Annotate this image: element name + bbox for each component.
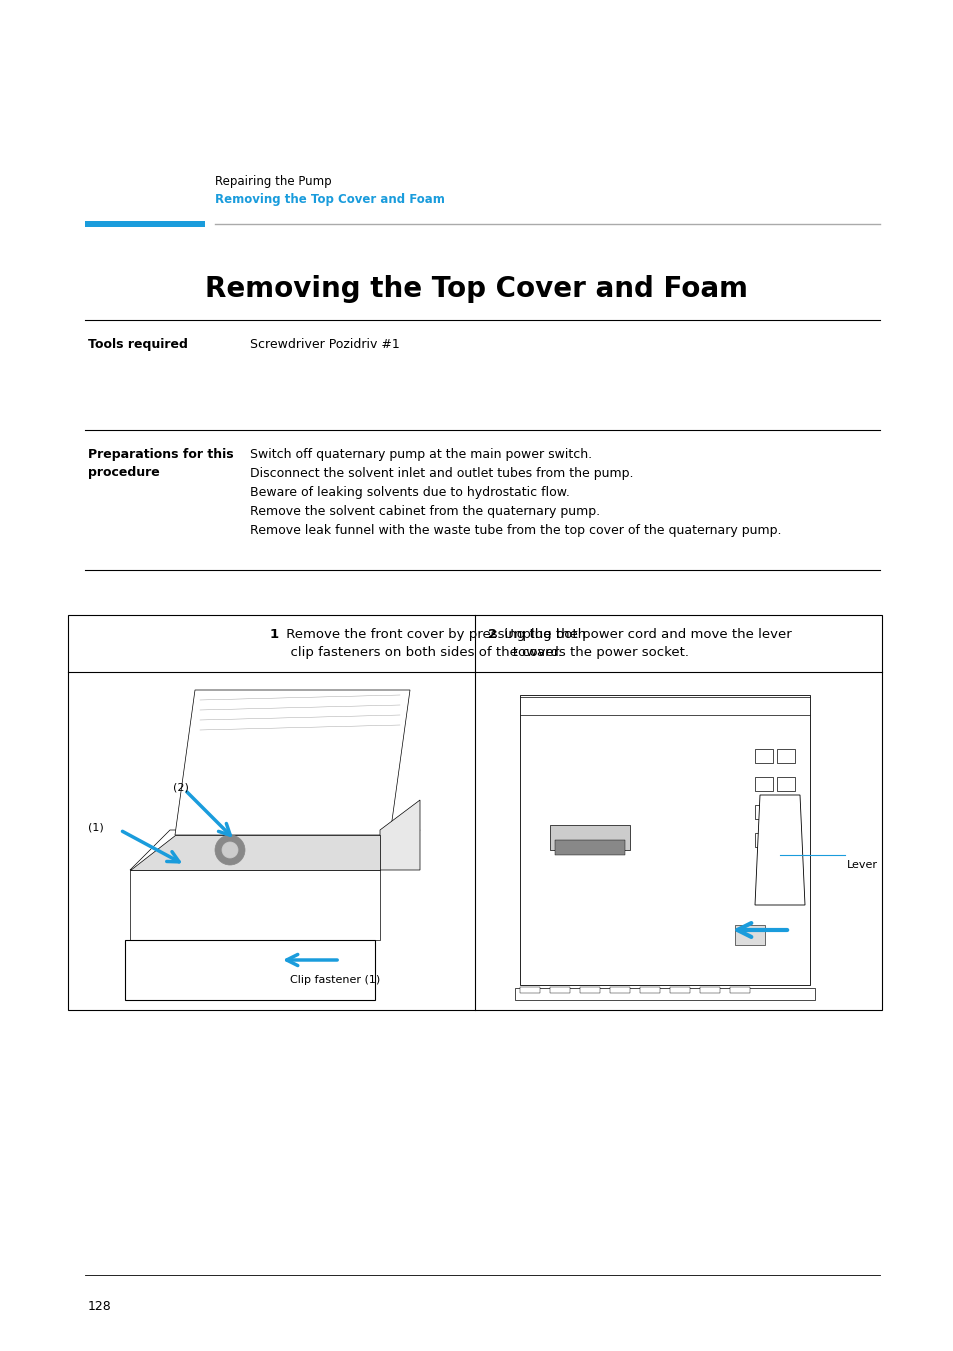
Circle shape — [539, 750, 589, 800]
Bar — [776, 834, 794, 847]
Bar — [85, 222, 205, 227]
Text: Repairing the Pump: Repairing the Pump — [214, 176, 332, 188]
Polygon shape — [130, 835, 379, 870]
Text: procedure: procedure — [88, 466, 159, 480]
Text: Preparations for this: Preparations for this — [88, 449, 233, 461]
Text: Lever: Lever — [846, 861, 877, 870]
Text: Remove the front cover by pressing the both: Remove the front cover by pressing the b… — [282, 628, 585, 640]
Text: Clip fastener (1): Clip fastener (1) — [290, 975, 380, 985]
Text: 128: 128 — [88, 1300, 112, 1313]
Circle shape — [214, 835, 245, 865]
Polygon shape — [379, 800, 419, 870]
Text: Removing the Top Cover and Foam: Removing the Top Cover and Foam — [205, 276, 748, 303]
Bar — [68, 615, 882, 1011]
Text: 1: 1 — [270, 628, 279, 640]
Bar — [754, 777, 772, 790]
Bar — [519, 697, 809, 715]
Polygon shape — [130, 830, 419, 870]
Text: clip fasteners on both sides of the cover.: clip fasteners on both sides of the cove… — [282, 646, 561, 659]
Text: Beware of leaking solvents due to hydrostatic flow.: Beware of leaking solvents due to hydros… — [250, 486, 569, 499]
Text: Screwdriver Pozidriv #1: Screwdriver Pozidriv #1 — [250, 338, 399, 351]
Bar — [579, 988, 599, 993]
Bar — [776, 748, 794, 763]
Text: Unplug the power cord and move the lever: Unplug the power cord and move the lever — [499, 628, 791, 640]
Bar — [734, 925, 764, 944]
Bar — [609, 988, 629, 993]
Bar — [550, 825, 629, 850]
Bar — [700, 988, 720, 993]
Circle shape — [559, 885, 569, 894]
Text: (1): (1) — [88, 821, 104, 832]
Bar — [754, 805, 772, 819]
Bar — [519, 988, 539, 993]
Text: Switch off quaternary pump at the main power switch.: Switch off quaternary pump at the main p… — [250, 449, 592, 461]
Circle shape — [237, 958, 262, 982]
Bar — [515, 988, 814, 1000]
Polygon shape — [125, 940, 375, 1000]
Polygon shape — [754, 794, 804, 905]
Text: (2): (2) — [172, 782, 189, 792]
Bar — [776, 805, 794, 819]
Text: Remove leak funnel with the waste tube from the top cover of the quaternary pump: Remove leak funnel with the waste tube f… — [250, 524, 781, 536]
Circle shape — [222, 842, 237, 858]
Bar — [776, 777, 794, 790]
Bar — [639, 988, 659, 993]
Text: Disconnect the solvent inlet and outlet tubes from the pump.: Disconnect the solvent inlet and outlet … — [250, 467, 633, 480]
Bar — [519, 694, 809, 985]
Polygon shape — [174, 690, 410, 835]
Text: Remove the solvent cabinet from the quaternary pump.: Remove the solvent cabinet from the quat… — [250, 505, 599, 517]
Bar — [729, 988, 749, 993]
Text: 2: 2 — [488, 628, 497, 640]
Bar — [754, 748, 772, 763]
Bar — [669, 988, 689, 993]
Bar — [550, 988, 569, 993]
Text: Tools required: Tools required — [88, 338, 188, 351]
Bar — [754, 834, 772, 847]
Polygon shape — [130, 870, 379, 940]
Bar — [555, 840, 624, 855]
Text: towards the power socket.: towards the power socket. — [499, 646, 688, 659]
Text: Removing the Top Cover and Foam: Removing the Top Cover and Foam — [214, 193, 444, 205]
